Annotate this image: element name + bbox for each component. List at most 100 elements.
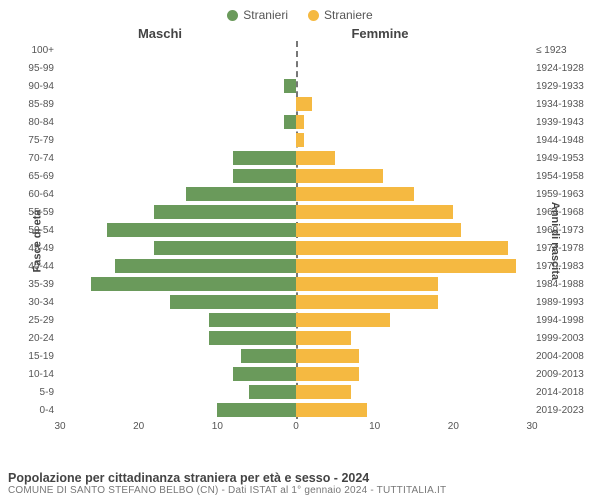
bar-row: 55-591964-1968 [60,203,532,221]
bar-male [154,241,296,255]
age-label: 30-34 [12,297,54,308]
bar-male [233,367,296,381]
bar-male [217,403,296,417]
bar-area [60,77,532,95]
bar-male [115,259,296,273]
bar-row: 65-691954-1958 [60,167,532,185]
bar-area [60,365,532,383]
bar-row: 85-891934-1938 [60,95,532,113]
age-label: 85-89 [12,99,54,110]
bar-male [170,295,296,309]
age-label: 70-74 [12,153,54,164]
bar-row: 20-241999-2003 [60,329,532,347]
x-axis-ticks: 3020100102030 [60,421,532,437]
year-label: 1929-1933 [536,81,594,92]
bar-female [296,385,351,399]
bar-row: 45-491974-1978 [60,239,532,257]
col-title-female: Femmine [270,26,540,41]
year-label: 1934-1938 [536,99,594,110]
age-label: 90-94 [12,81,54,92]
year-label: 1994-1998 [536,315,594,326]
year-label: 2019-2023 [536,405,594,416]
age-label: 50-54 [12,225,54,236]
bar-row: 70-741949-1953 [60,149,532,167]
x-tick: 20 [448,421,459,432]
year-label: 1924-1928 [536,63,594,74]
bar-female [296,151,335,165]
year-label: 1969-1973 [536,225,594,236]
legend-item-female: Straniere [308,8,373,22]
plot-area: Fasce di età Anni di nascita 100+≤ 19239… [0,41,600,441]
bar-female [296,223,461,237]
chart-footer: Popolazione per cittadinanza straniera p… [8,471,592,496]
legend-item-male: Stranieri [227,8,288,22]
bar-male [209,331,296,345]
bar-row: 50-541969-1973 [60,221,532,239]
year-label: 1999-2003 [536,333,594,344]
bar-male [233,151,296,165]
year-label: 1989-1993 [536,297,594,308]
x-tick: 10 [212,421,223,432]
year-label: 1984-1988 [536,279,594,290]
bar-row: 0-42019-2023 [60,401,532,419]
age-label: 5-9 [12,387,54,398]
bar-row: 35-391984-1988 [60,275,532,293]
bar-area [60,239,532,257]
age-label: 60-64 [12,189,54,200]
x-tick: 20 [133,421,144,432]
bar-area [60,311,532,329]
legend-label-female: Straniere [324,8,373,22]
bar-area [60,383,532,401]
bar-area [60,293,532,311]
bar-area [60,95,532,113]
bar-female [296,331,351,345]
col-title-male: Maschi [0,26,270,41]
year-label: 1939-1943 [536,117,594,128]
age-label: 75-79 [12,135,54,146]
bar-female [296,205,453,219]
bar-row: 15-192004-2008 [60,347,532,365]
bar-rows: 100+≤ 192395-991924-192890-941929-193385… [60,41,532,419]
bar-female [296,97,312,111]
bar-male [91,277,296,291]
bar-female [296,277,438,291]
age-label: 40-44 [12,261,54,272]
bar-row: 80-841939-1943 [60,113,532,131]
age-label: 100+ [12,45,54,56]
bar-area [60,131,532,149]
bar-area [60,257,532,275]
bar-male [209,313,296,327]
bar-area [60,185,532,203]
age-label: 10-14 [12,369,54,380]
bar-female [296,169,383,183]
bar-area [60,149,532,167]
bar-male [186,187,296,201]
bar-area [60,275,532,293]
bar-male [241,349,296,363]
bar-male [249,385,296,399]
year-label: ≤ 1923 [536,45,594,56]
bar-area [60,167,532,185]
bar-area [60,59,532,77]
year-label: 2014-2018 [536,387,594,398]
year-label: 1954-1958 [536,171,594,182]
year-label: 1979-1983 [536,261,594,272]
legend-label-male: Stranieri [243,8,288,22]
bar-area [60,113,532,131]
age-label: 35-39 [12,279,54,290]
legend: Stranieri Straniere [0,0,600,26]
bar-female [296,349,359,363]
bar-male [284,79,296,93]
column-titles: Maschi Femmine [0,26,600,41]
bar-area [60,221,532,239]
bar-row: 75-791944-1948 [60,131,532,149]
age-label: 80-84 [12,117,54,128]
age-label: 65-69 [12,171,54,182]
bar-row: 5-92014-2018 [60,383,532,401]
bar-row: 10-142009-2013 [60,365,532,383]
bar-row: 100+≤ 1923 [60,41,532,59]
x-tick: 0 [293,421,299,432]
bar-row: 40-441979-1983 [60,257,532,275]
bar-female [296,115,304,129]
age-label: 25-29 [12,315,54,326]
